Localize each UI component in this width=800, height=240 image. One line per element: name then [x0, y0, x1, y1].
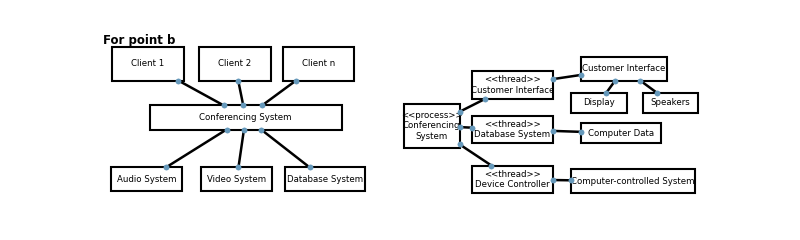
FancyBboxPatch shape: [404, 104, 459, 148]
Text: Audio System: Audio System: [117, 175, 177, 184]
Text: Database System: Database System: [287, 175, 363, 184]
FancyBboxPatch shape: [642, 93, 698, 113]
Text: Computer-controlled System: Computer-controlled System: [571, 177, 695, 186]
Text: Speakers: Speakers: [650, 98, 690, 107]
Text: Conferencing System: Conferencing System: [199, 113, 292, 122]
Text: Display: Display: [583, 98, 615, 107]
FancyBboxPatch shape: [581, 57, 667, 81]
FancyBboxPatch shape: [150, 106, 342, 130]
FancyBboxPatch shape: [199, 47, 270, 81]
FancyBboxPatch shape: [581, 123, 661, 143]
FancyBboxPatch shape: [472, 71, 553, 99]
FancyBboxPatch shape: [472, 116, 553, 143]
Text: Video System: Video System: [207, 175, 266, 184]
Text: Client 1: Client 1: [131, 60, 165, 68]
Text: Client n: Client n: [302, 60, 335, 68]
FancyBboxPatch shape: [283, 47, 354, 81]
FancyBboxPatch shape: [571, 93, 627, 113]
Text: <<thread>>
Customer Interface: <<thread>> Customer Interface: [470, 75, 554, 95]
Text: Customer Interface: Customer Interface: [582, 64, 666, 73]
Text: Computer Data: Computer Data: [588, 129, 654, 138]
FancyBboxPatch shape: [571, 169, 695, 193]
Text: Client 2: Client 2: [218, 60, 251, 68]
Text: <<thread>>
Database System: <<thread>> Database System: [474, 120, 550, 139]
Text: <<process>>
Conferencing
System: <<process>> Conferencing System: [401, 111, 462, 141]
FancyBboxPatch shape: [285, 168, 366, 192]
Text: For point b: For point b: [103, 34, 175, 47]
Text: <<thread>>
Device Controller: <<thread>> Device Controller: [475, 169, 550, 189]
FancyBboxPatch shape: [472, 166, 553, 193]
FancyBboxPatch shape: [111, 168, 182, 192]
FancyBboxPatch shape: [201, 168, 272, 192]
FancyBboxPatch shape: [112, 47, 184, 81]
